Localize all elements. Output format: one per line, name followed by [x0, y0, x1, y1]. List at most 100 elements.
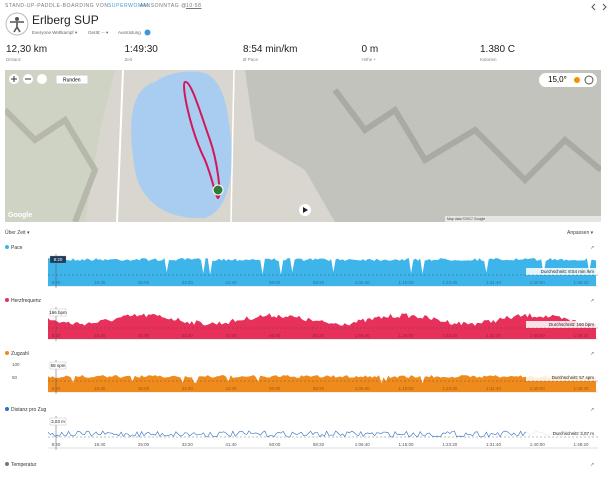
x-tick-label: 33:20	[182, 442, 194, 447]
x-tick-label: 50:00	[269, 386, 281, 391]
cursor-value: 58 spm	[51, 363, 66, 368]
average-label: Durchschnitt: 160 bpm	[549, 322, 594, 327]
series-line	[47, 430, 597, 438]
laps-toggle[interactable]: Runden	[63, 77, 81, 83]
x-tick-label: 1:06:40	[355, 442, 371, 447]
x-tick-label: 58:20	[313, 386, 325, 391]
x-tick-label: 41:40	[225, 333, 237, 338]
panel-title: Temperatur	[5, 462, 36, 468]
device[interactable]: Gerät: --	[88, 30, 108, 36]
stat-label: Höhe +	[361, 57, 377, 62]
average-box	[526, 374, 596, 381]
x-tick-label: 1:31:40	[486, 442, 502, 447]
map-brand: Google	[8, 212, 32, 219]
x-tick-label: 1:15:00	[398, 386, 414, 391]
panel-title: Herzfrequenz	[5, 298, 41, 304]
panel-title: Distanz pro Zug	[5, 407, 46, 413]
x-tick-label: 50:00	[269, 333, 281, 338]
x-tick-label: 25:00	[138, 386, 150, 391]
x-tick-label: 50:00	[269, 442, 281, 447]
x-tick-label: 1:40:00	[530, 280, 546, 285]
series-area	[48, 313, 596, 339]
average-box	[526, 430, 596, 437]
stat-value: 1.380 C	[480, 44, 516, 55]
event-type[interactable]: Everyone Wettkampf	[32, 30, 77, 36]
cursor-value: 8:20	[54, 257, 63, 262]
stat-label: Zeit	[124, 57, 133, 62]
when: AM SONNTAG @	[140, 3, 187, 9]
panel-chart[interactable]: 8:20 16:40 25:00 33:20 41:40 50:00 58:20 1:06:4…	[10, 254, 598, 288]
attribution: Map data ©2017 Google	[447, 217, 485, 221]
y-label: 100	[12, 362, 20, 367]
cursor-value: 3,03 m	[51, 419, 65, 424]
x-tick-label: 1:06:40	[355, 333, 371, 338]
x-tick-label: 1:48:20	[573, 386, 589, 391]
cursor-value: 166 bpm	[49, 310, 67, 315]
series-area	[48, 375, 596, 392]
x-tick-label: 1:23:20	[442, 280, 458, 285]
x-tick-label: 58:20	[313, 442, 325, 447]
x-tick-label: 1:06:40	[355, 280, 371, 285]
average-label: Durchschnitt: 57 spm	[552, 375, 595, 380]
x-tick-label: 1:23:20	[442, 333, 458, 338]
average-label: Durchschnitt: 8:54 min /km	[541, 269, 595, 274]
panel-title-text: Zugzahl	[11, 351, 29, 357]
mode-select[interactable]: Über Zeit	[5, 230, 29, 236]
x-tick-label: 1:40:00	[530, 442, 546, 447]
average-label: Durchschnitt: 3,07 m	[553, 431, 595, 436]
expand-icon: ↗	[590, 245, 595, 251]
panel-title-text: Pace	[11, 245, 23, 251]
x-tick-label: 50:00	[269, 280, 281, 285]
expand-icon: ↗	[590, 462, 595, 468]
x-tick-label: 1:15:00	[398, 280, 414, 285]
panel-title: Zugzahl	[5, 351, 29, 357]
x-tick-label: 1:40:00	[530, 386, 546, 391]
x-tick-label: 1:23:20	[442, 386, 458, 391]
gear[interactable]: Ausrüstung	[118, 30, 141, 35]
temperature: 15,0°	[548, 75, 567, 84]
expand-icon: ↗	[590, 351, 595, 357]
x-tick-label: 1:31:40	[486, 333, 502, 338]
x-tick-label: 58:20	[313, 333, 325, 338]
cursor-badge	[49, 361, 67, 370]
panel-chart[interactable]: 8:20 16:40 25:00 33:20 41:40 50:00 58:20 1:06:4…	[10, 307, 598, 341]
info-icon[interactable]	[144, 29, 151, 36]
time: 10:58	[186, 3, 202, 9]
x-tick-label: 41:40	[225, 386, 237, 391]
map[interactable]: Runden 15,0° Google Map data ©2017 Googl…	[5, 70, 601, 222]
activity-title[interactable]: Erlberg SUP	[32, 13, 99, 27]
x-tick-label: 1:48:20	[573, 280, 589, 285]
cursor-badge	[49, 417, 67, 426]
x-tick-label: 25:00	[138, 442, 150, 447]
by: VON	[96, 3, 109, 9]
stat-value: 0 m	[361, 44, 379, 55]
panel-title-text: Distanz pro Zug	[11, 407, 47, 413]
x-tick-label: 16:40	[94, 386, 106, 391]
adjust-select[interactable]: Anpassen	[567, 230, 593, 236]
nav-arrows[interactable]	[590, 3, 610, 11]
x-tick-label: 25:00	[138, 280, 150, 285]
breadcrumb[interactable]: STAND-UP-PADDLE-BOARDING	[5, 3, 95, 9]
panel-title: Pace	[5, 245, 22, 251]
x-tick-label: 16:40	[94, 333, 106, 338]
x-tick-label: 1:15:00	[398, 333, 414, 338]
panel-title-text: Temperatur	[11, 462, 37, 468]
x-tick-label: 1:31:40	[486, 386, 502, 391]
panel-chart[interactable]: 8:20 16:40 25:00 33:20 41:40 50:00 58:20 1:06:4…	[10, 416, 598, 450]
stat-value: 12,30 km	[6, 44, 48, 55]
cursor-badge	[49, 308, 67, 317]
x-tick-label: 25:00	[138, 333, 150, 338]
x-tick-label: 1:40:00	[530, 333, 546, 338]
stat-value: 8:54 min/km	[243, 44, 298, 55]
x-tick-label: 1:31:40	[486, 280, 502, 285]
x-tick-label: 58:20	[313, 280, 325, 285]
x-tick-label: 1:15:00	[398, 442, 414, 447]
x-tick-label: 1:48:20	[573, 442, 589, 447]
stat-label: Distanz	[6, 57, 22, 62]
x-tick-label: 1:06:40	[355, 386, 371, 391]
user[interactable]: SUPERWOMAN	[108, 3, 151, 9]
panel-title-text: Herzfrequenz	[11, 298, 42, 304]
expand-icon: ↗	[590, 298, 595, 304]
